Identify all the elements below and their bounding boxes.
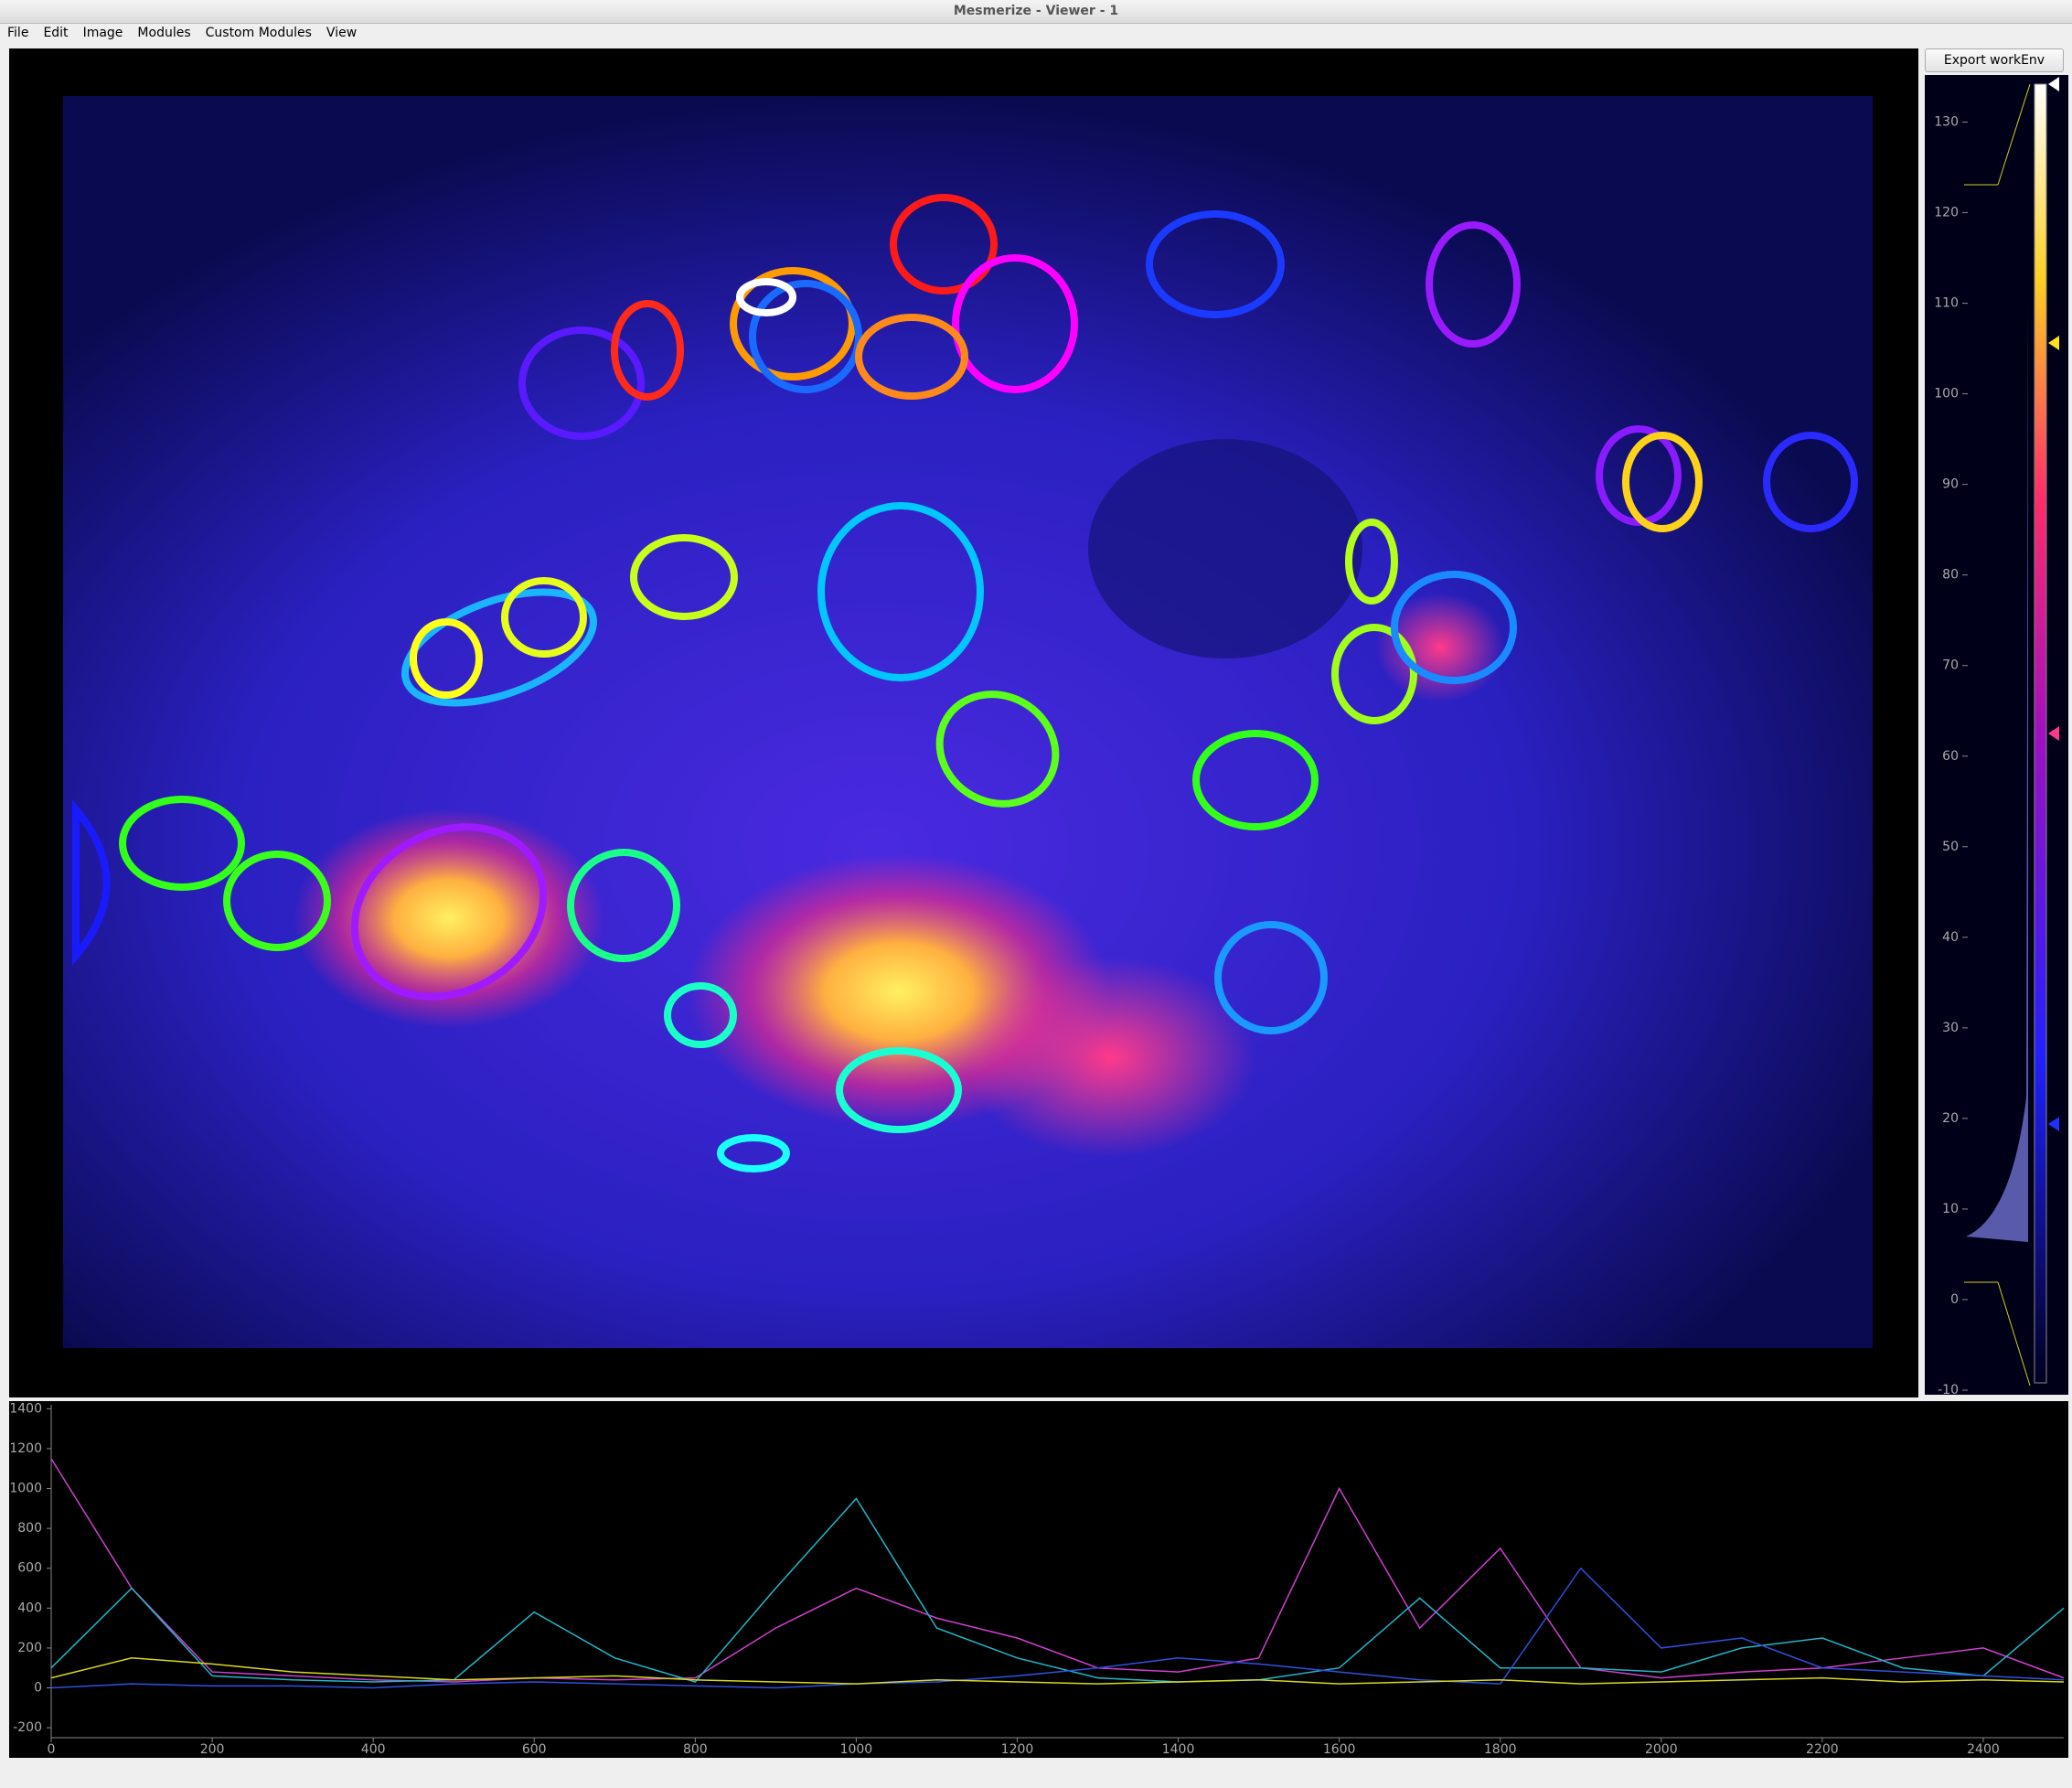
axis-tick-label: 70: [1942, 658, 1959, 673]
roi[interactable]: [1331, 624, 1417, 724]
y-tick-label: 1000: [9, 1482, 42, 1496]
x-tick-label: 1400: [1162, 1742, 1195, 1757]
y-tick-label: 0: [34, 1681, 42, 1696]
roi[interactable]: [324, 794, 574, 1031]
window-title: Mesmerize - Viewer - 1: [0, 0, 2072, 24]
roi[interactable]: [1214, 921, 1328, 1034]
image: [63, 96, 1873, 1348]
x-tick-label: 0: [48, 1742, 56, 1757]
lut-handle[interactable]: [2048, 726, 2059, 741]
trace: [50, 1567, 2065, 1689]
menu-item[interactable]: View: [326, 26, 358, 40]
export-button[interactable]: Export workEnv: [1925, 48, 2064, 72]
roi[interactable]: [1622, 432, 1703, 532]
roi[interactable]: [1192, 730, 1319, 830]
x-tick-label: 200: [200, 1742, 225, 1757]
roi[interactable]: [749, 280, 862, 393]
trace: [50, 1497, 2065, 1683]
trace: [50, 1657, 2065, 1685]
menu-item[interactable]: Image: [82, 26, 123, 40]
axis-tick-label: 90: [1942, 477, 1959, 492]
x-tick-label: 600: [522, 1742, 547, 1757]
roi[interactable]: [1426, 221, 1521, 348]
menu-item[interactable]: Modules: [137, 26, 191, 40]
roi[interactable]: [1146, 210, 1285, 318]
roi[interactable]: [501, 577, 587, 658]
axis-tick-label: 130: [1934, 115, 1959, 130]
roi[interactable]: [736, 278, 796, 316]
y-tick-label: 600: [17, 1561, 42, 1576]
roi[interactable]: [717, 1134, 790, 1172]
histogram-shape: [1966, 297, 2028, 1242]
menu-item[interactable]: File: [7, 26, 29, 40]
roi[interactable]: [390, 570, 608, 725]
lut-handle[interactable]: [2048, 1117, 2059, 1131]
menu-item[interactable]: Custom Modules: [205, 26, 312, 40]
axis-tick-label: 30: [1942, 1021, 1959, 1035]
axis-tick-label: 0: [1950, 1292, 1959, 1307]
roi[interactable]: [890, 194, 998, 294]
plot-bg: [9, 1401, 2068, 1758]
roi[interactable]: [72, 798, 111, 967]
dark-region: [1088, 439, 1362, 658]
lut-handle[interactable]: [2048, 77, 2059, 91]
hotspot: [964, 957, 1256, 1158]
roi[interactable]: [567, 849, 680, 962]
y-tick-label: 800: [17, 1521, 42, 1536]
roi[interactable]: [664, 982, 737, 1048]
x-tick-label: 400: [361, 1742, 386, 1757]
x-tick-label: 2200: [1806, 1742, 1839, 1757]
roi[interactable]: [1391, 571, 1517, 684]
roi[interactable]: [730, 267, 856, 380]
x-tick-label: 1800: [1484, 1742, 1517, 1757]
x-tick-label: 2400: [1967, 1742, 2000, 1757]
y-tick-label: 200: [17, 1641, 42, 1655]
y-tick-label: 1200: [9, 1441, 42, 1456]
axis-tick-label: 20: [1942, 1111, 1959, 1126]
trace: [50, 1458, 2065, 1683]
x-tick-label: 2000: [1645, 1742, 1678, 1757]
trace-plot: 0 200 400 600 800 1000 1200 1400 1600 1800 2000 220…: [9, 1401, 2068, 1758]
x-tick-label: 800: [683, 1742, 708, 1757]
axis-tick-label: 120: [1934, 206, 1959, 220]
lut-bar[interactable]: [2034, 83, 2047, 1384]
roi[interactable]: [836, 1047, 962, 1133]
axis-tick-label: 40: [1942, 930, 1959, 945]
axis-tick-label: -10: [1938, 1383, 1959, 1395]
roi[interactable]: [518, 327, 645, 440]
x-tick-label: 1200: [1001, 1742, 1034, 1757]
roi[interactable]: [611, 300, 684, 401]
x-tick-label: 1600: [1323, 1742, 1356, 1757]
roi-layer: [72, 194, 1858, 1172]
roi[interactable]: [952, 254, 1078, 393]
roi[interactable]: [1763, 432, 1858, 532]
axis-tick-label: 60: [1942, 749, 1959, 764]
menu-item[interactable]: Edit: [43, 26, 69, 40]
y-tick-label: 400: [17, 1601, 42, 1615]
roi[interactable]: [855, 314, 968, 400]
roi[interactable]: [410, 618, 483, 699]
y-tick-label: -200: [13, 1720, 42, 1735]
roi[interactable]: [1345, 519, 1398, 605]
level-line: [1997, 1281, 2031, 1387]
x-tick-label: 1000: [840, 1742, 873, 1757]
menu-bar: File Edit Image Modules Custom Modules V…: [0, 24, 364, 42]
axis-tick-label: 10: [1942, 1202, 1959, 1216]
roi[interactable]: [920, 673, 1076, 824]
y-tick-label: 1400: [9, 1401, 42, 1416]
roi[interactable]: [630, 534, 738, 620]
axis-tick-label: 110: [1934, 296, 1959, 311]
image-viewer[interactable]: [9, 48, 1918, 1397]
roi[interactable]: [817, 502, 984, 681]
axis-tick-label: 80: [1942, 568, 1959, 583]
roi[interactable]: [223, 851, 331, 951]
axis-tick-label: 100: [1934, 387, 1959, 401]
axis-tick-label: 50: [1942, 840, 1959, 854]
level-line: [1997, 83, 2031, 186]
histogram-panel: -10 0 10 20 30 40 50 60 70 80 90 100 110 120 130: [1925, 75, 2068, 1395]
roi[interactable]: [119, 796, 245, 891]
lut-handle[interactable]: [2048, 336, 2059, 350]
